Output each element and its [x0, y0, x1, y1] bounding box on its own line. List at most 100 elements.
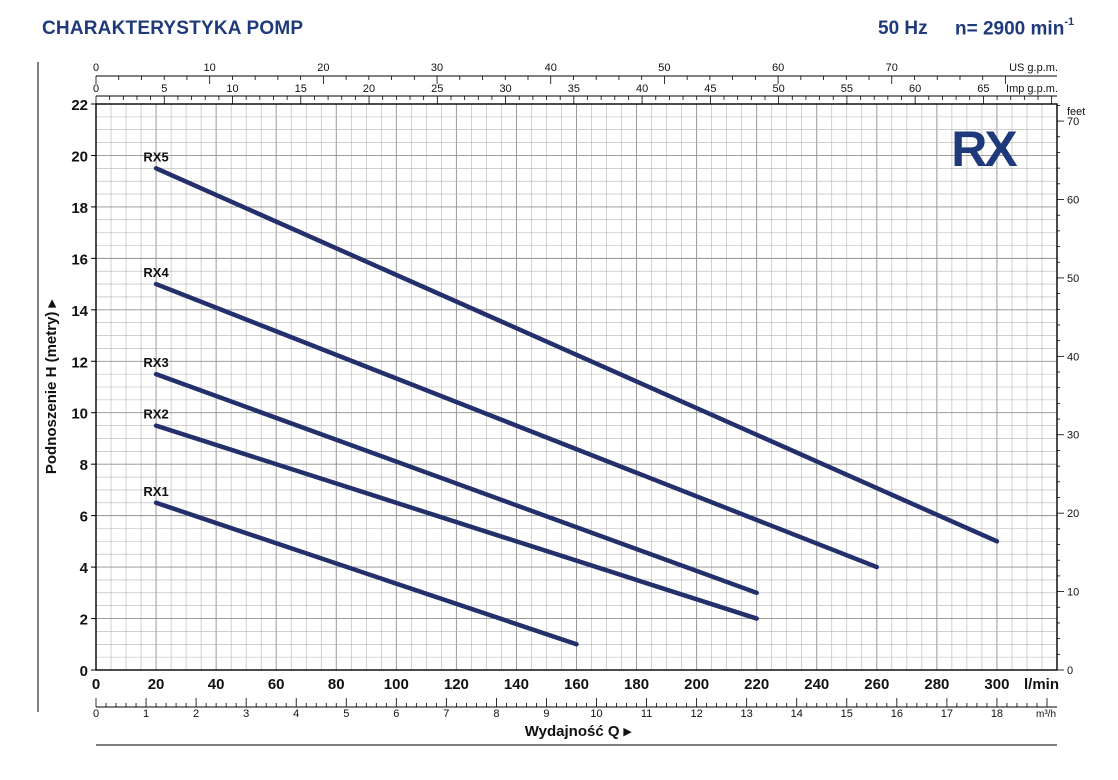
y-tick-label: 10: [71, 406, 88, 423]
feet-tick-label: 10: [1067, 587, 1079, 599]
m3h-tick-label: 18: [991, 708, 1003, 720]
series-line-rx2: [153, 423, 759, 621]
imp-gpm-tick-label: 5: [161, 83, 167, 95]
y-tick-label: 14: [71, 303, 88, 320]
y-axis-label: Podnoszenie H (metry) ▸: [43, 298, 60, 474]
m3h-tick-label: 0: [93, 708, 99, 720]
feet-tick-label: 50: [1067, 273, 1079, 285]
imp-gpm-tick-label: 25: [431, 83, 443, 95]
us-gpm-tick-label: 30: [431, 62, 443, 74]
x-tick-label: 20: [148, 676, 165, 693]
us-gpm-tick-label: 0: [93, 62, 99, 74]
series-line-rx3: [153, 371, 759, 596]
grid: [96, 104, 1057, 670]
m3h-tick-label: 12: [691, 708, 703, 720]
y-tick-label: 22: [71, 97, 88, 114]
rx-logo: RX: [951, 121, 1017, 177]
imp-gpm-tick-label: 30: [499, 83, 511, 95]
series-label-rx2: RX2: [143, 407, 168, 422]
imp-gpm-tick-label: 20: [363, 83, 375, 95]
m3h-tick-label: 13: [741, 708, 753, 720]
x-tick-label: 220: [744, 676, 769, 693]
imp-gpm-tick-label: 10: [226, 83, 238, 95]
m3h-tick-label: 9: [543, 708, 549, 720]
y-tick-label: 6: [80, 509, 88, 526]
y-tick-label: 8: [80, 457, 88, 474]
us-gpm-tick-label: 50: [658, 62, 670, 74]
x-tick-label: 300: [984, 676, 1009, 693]
series-label-rx1: RX1: [143, 484, 168, 499]
imp-gpm-tick-label: 50: [772, 83, 784, 95]
x-tick-label: 160: [564, 676, 589, 693]
series-line-rx5: [153, 166, 1000, 544]
m3h-tick-label: 16: [891, 708, 903, 720]
imp-gpm-tick-label: 65: [977, 83, 989, 95]
x-tick-label: 40: [208, 676, 225, 693]
y-tick-label: 20: [71, 148, 88, 165]
m3h-tick-label: 7: [443, 708, 449, 720]
series-label-rx3: RX3: [143, 355, 168, 370]
x-tick-label: 200: [684, 676, 709, 693]
imp-gpm-tick-label: 60: [909, 83, 921, 95]
x-axis-label: Wydajność Q ▸: [525, 723, 633, 740]
x-unit-label: l/min: [1024, 676, 1059, 693]
x-tick-label: 80: [328, 676, 345, 693]
x-tick-label: 100: [384, 676, 409, 693]
x-tick-label: 0: [92, 676, 100, 693]
m3h-tick-label: 17: [941, 708, 953, 720]
plot-frame: [95, 103, 1058, 671]
y-tick-label: 4: [80, 560, 89, 577]
y-tick-label: 12: [71, 354, 88, 371]
us-gpm-tick-label: 70: [886, 62, 898, 74]
speed-text: n= 2900 min: [955, 18, 1065, 40]
chart-heading: CHARAKTERYSTYKA POMP: [42, 18, 304, 39]
imp-gpm-tick-label: 0: [93, 83, 99, 95]
imp-gpm-tick-label: 45: [704, 83, 716, 95]
x-tick-label: 180: [624, 676, 649, 693]
feet-unit-label: feet: [1067, 106, 1085, 118]
m3h-tick-label: 3: [243, 708, 249, 720]
x-tick-label: 120: [444, 676, 469, 693]
feet-tick-label: 60: [1067, 194, 1079, 206]
us-gpm-tick-label: 10: [204, 62, 216, 74]
us-gpm-tick-label: 60: [772, 62, 784, 74]
y-tick-label: 18: [71, 200, 88, 217]
m3h-tick-label: 4: [293, 708, 299, 720]
feet-tick-label: 40: [1067, 351, 1079, 363]
speed-label: n= 2900 min-1: [955, 16, 1074, 40]
m3h-tick-label: 5: [343, 708, 349, 720]
x-tick-label: 260: [864, 676, 889, 693]
imp-gpm-tick-label: 15: [295, 83, 307, 95]
imp-gpm-tick-label: 35: [568, 83, 580, 95]
series-label-rx5: RX5: [143, 149, 168, 164]
m3h-tick-label: 8: [493, 708, 499, 720]
feet-tick-label: 70: [1067, 116, 1079, 128]
imp-gpm-tick-label: 55: [841, 83, 853, 95]
y-tick-label: 2: [80, 612, 88, 629]
x-tick-label: 140: [504, 676, 529, 693]
m3h-tick-label: 15: [841, 708, 853, 720]
us-gpm-tick-label: 40: [545, 62, 557, 74]
m3h-tick-label: 2: [193, 708, 199, 720]
series-label-rx4: RX4: [143, 265, 169, 280]
series-line-rx4: [153, 281, 880, 570]
labels: RX1 RX2 RX3 RX4 RX5: [143, 149, 169, 498]
x-tick-label: 60: [268, 676, 285, 693]
y-tick-label: 0: [80, 663, 88, 680]
y-tick-label: 16: [71, 251, 88, 268]
feet-tick-label: 30: [1067, 430, 1079, 442]
frequency-label: 50 Hz: [878, 18, 928, 39]
imp-gpm-unit-label: Imp g.p.m.: [1006, 83, 1058, 95]
series: [153, 166, 1000, 647]
series-line-rx1: [153, 500, 579, 647]
x-tick-label: 280: [924, 676, 949, 693]
feet-tick-label: 20: [1067, 508, 1079, 520]
m3h-tick-label: 1: [143, 708, 149, 720]
x-tick-label: 240: [804, 676, 829, 693]
imp-gpm-tick-label: 40: [636, 83, 648, 95]
feet-tick-label: 0: [1067, 665, 1073, 677]
m3h-tick-label: 11: [641, 708, 652, 720]
m3h-tick-label: 6: [393, 708, 399, 720]
